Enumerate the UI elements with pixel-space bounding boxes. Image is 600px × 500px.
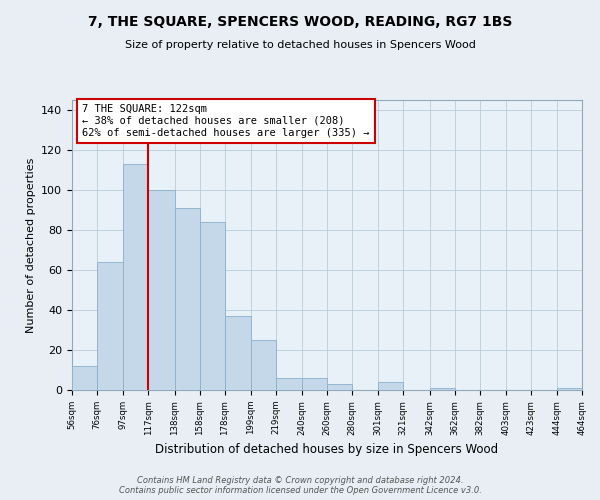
- Bar: [251, 340, 276, 390]
- Bar: [276, 378, 302, 390]
- Text: Contains HM Land Registry data © Crown copyright and database right 2024.
Contai: Contains HM Land Registry data © Crown c…: [119, 476, 481, 495]
- X-axis label: Distribution of detached houses by size in Spencers Wood: Distribution of detached houses by size …: [155, 443, 499, 456]
- Bar: [430, 388, 455, 390]
- Bar: [224, 316, 251, 390]
- Bar: [327, 384, 352, 390]
- Bar: [97, 262, 123, 390]
- Bar: [557, 388, 582, 390]
- Bar: [302, 378, 327, 390]
- Text: 7 THE SQUARE: 122sqm
← 38% of detached houses are smaller (208)
62% of semi-deta: 7 THE SQUARE: 122sqm ← 38% of detached h…: [82, 104, 370, 138]
- Bar: [175, 208, 199, 390]
- Bar: [123, 164, 148, 390]
- Text: Size of property relative to detached houses in Spencers Wood: Size of property relative to detached ho…: [125, 40, 475, 50]
- Bar: [72, 366, 97, 390]
- Bar: [148, 190, 175, 390]
- Y-axis label: Number of detached properties: Number of detached properties: [26, 158, 35, 332]
- Bar: [378, 382, 403, 390]
- Bar: [199, 222, 224, 390]
- Text: 7, THE SQUARE, SPENCERS WOOD, READING, RG7 1BS: 7, THE SQUARE, SPENCERS WOOD, READING, R…: [88, 15, 512, 29]
